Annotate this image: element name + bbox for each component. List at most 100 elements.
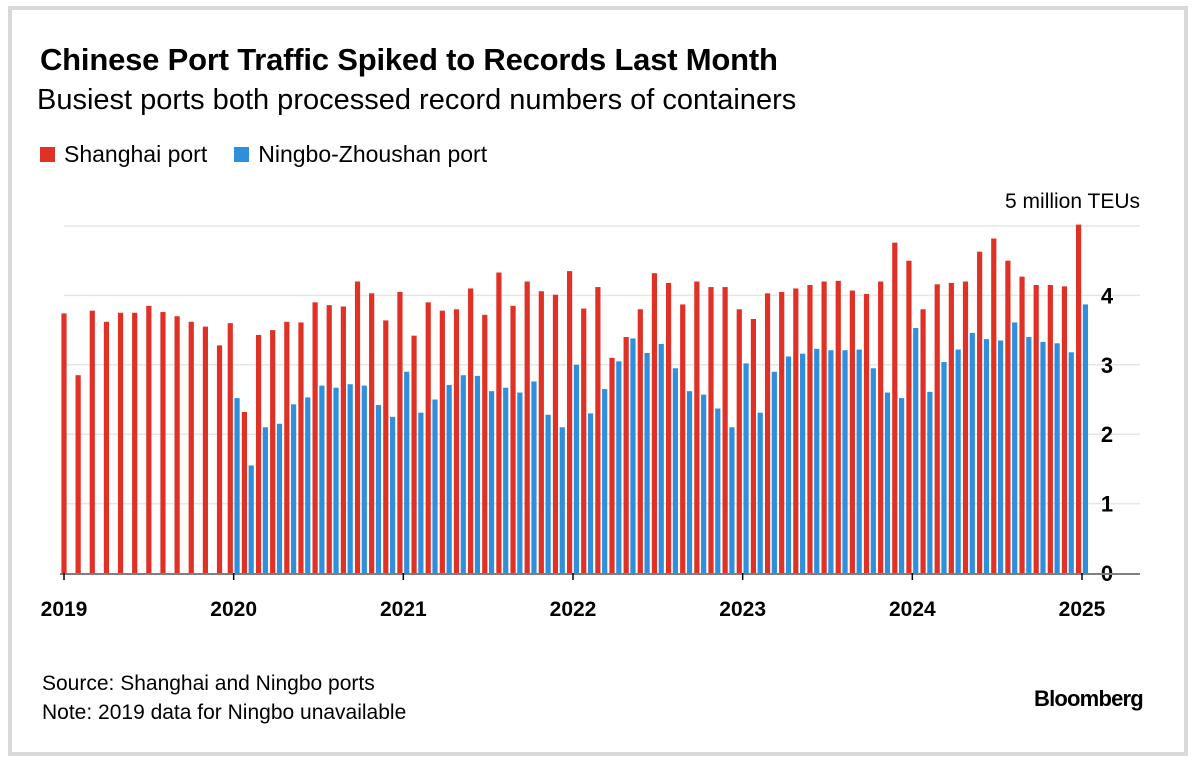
bar-shanghai	[750, 318, 757, 573]
x-tick-label: 2022	[550, 598, 597, 621]
bar-ningbo	[630, 338, 636, 573]
bar-ningbo	[1012, 322, 1018, 573]
bar-ningbo	[234, 398, 240, 573]
bar-ningbo	[856, 349, 862, 573]
bar-shanghai	[920, 309, 926, 573]
bar-shanghai	[117, 312, 124, 573]
bar-ningbo	[305, 397, 311, 573]
bar-shanghai	[892, 242, 898, 573]
bloomberg-logo: Bloomberg	[1034, 686, 1144, 711]
bar-ningbo	[870, 368, 876, 573]
bar-shanghai	[665, 282, 672, 573]
bar-ningbo	[432, 399, 438, 573]
bar-shanghai	[496, 272, 502, 573]
legend-swatch-shanghai	[40, 147, 55, 162]
bar-ningbo	[347, 384, 353, 573]
bar-ningbo	[757, 412, 763, 573]
legend-item-ningbo: Ningbo-Zhoushan port	[234, 141, 487, 168]
bar-shanghai	[160, 312, 166, 573]
x-tick-label: 2021	[380, 598, 427, 621]
bar-shanghai	[609, 357, 615, 573]
bar-ningbo	[983, 339, 990, 573]
bar-shanghai	[1076, 224, 1082, 573]
bar-ningbo	[333, 387, 339, 573]
bar-shanghai	[863, 294, 870, 573]
bar-shanghai	[397, 291, 403, 573]
x-tick-label: 2024	[889, 598, 936, 621]
bar-shanghai	[255, 334, 262, 573]
bar-shanghai	[270, 330, 276, 573]
bar-ningbo	[545, 414, 551, 573]
bar-shanghai	[793, 288, 799, 573]
bar-shanghai	[1033, 284, 1039, 573]
bar-ningbo	[361, 385, 367, 573]
bar-ningbo	[1082, 304, 1088, 573]
bar-ningbo	[616, 361, 622, 573]
y-tick-label: 1	[1101, 492, 1113, 517]
bar-shanghai	[482, 314, 488, 573]
bar-shanghai	[651, 273, 658, 573]
bar-shanghai	[369, 293, 375, 573]
bar-shanghai	[411, 335, 417, 573]
chart-title: Chinese Port Traffic Spiked to Records L…	[40, 42, 778, 77]
data-note: Note: 2019 data for Ningbo unavailable	[42, 701, 407, 724]
bar-shanghai	[538, 291, 544, 573]
bar-shanghai	[623, 337, 629, 573]
bar-ningbo	[771, 371, 777, 573]
x-tick-label: 2019	[41, 598, 88, 621]
bar-ningbo	[488, 391, 495, 573]
bar-shanghai	[354, 281, 361, 573]
bar-ningbo	[729, 427, 735, 573]
bar-shanghai	[146, 305, 152, 573]
bar-ningbo	[1026, 337, 1032, 573]
bar-shanghai	[807, 284, 813, 573]
bar-ningbo	[686, 391, 693, 573]
bar-ningbo	[531, 381, 537, 573]
bar-shanghai	[216, 345, 223, 573]
y-tick-label: 4	[1101, 283, 1114, 308]
bar-shanghai	[637, 309, 643, 573]
bar-shanghai	[383, 320, 389, 573]
bar-shanghai	[736, 309, 742, 573]
bar-shanghai	[132, 312, 138, 573]
bar-ningbo	[913, 328, 919, 573]
bar-shanghai	[878, 281, 884, 573]
bar-ningbo	[319, 385, 325, 573]
bar-ningbo	[1054, 343, 1060, 573]
bar-ningbo	[814, 348, 820, 573]
bar-ningbo	[389, 416, 396, 573]
bar-ningbo	[800, 353, 806, 573]
bar-ningbo	[375, 405, 382, 573]
bar-shanghai	[906, 260, 912, 573]
bar-shanghai	[326, 305, 332, 573]
bar-ningbo	[828, 350, 834, 573]
bar-ningbo	[276, 423, 283, 573]
x-tick-label: 2020	[210, 598, 257, 621]
bar-shanghai	[188, 321, 194, 573]
bar-ningbo	[248, 465, 254, 573]
bar-shanghai	[835, 280, 841, 573]
x-tick-label: 2025	[1059, 598, 1106, 621]
bar-ningbo	[701, 394, 707, 573]
chart-legend: Shanghai port Ningbo-Zhoushan port	[40, 141, 514, 168]
bar-shanghai	[510, 305, 516, 573]
bar-shanghai	[61, 313, 67, 573]
bar-ningbo	[898, 398, 905, 573]
bar-ningbo	[842, 350, 848, 573]
bar-shanghai	[977, 251, 983, 574]
bar-ningbo	[927, 391, 933, 573]
bar-shanghai	[581, 308, 587, 573]
bar-shanghai	[103, 321, 110, 573]
bar-shanghai	[298, 322, 304, 573]
bar-shanghai	[1061, 286, 1068, 573]
bar-ningbo	[573, 364, 579, 573]
bar-shanghai	[174, 316, 180, 573]
bar-ningbo	[884, 392, 891, 573]
bar-ningbo	[672, 368, 678, 573]
y-tick-label: 3	[1101, 353, 1113, 378]
bar-shanghai	[849, 290, 855, 573]
bar-ningbo	[418, 412, 424, 573]
legend-label-shanghai: Shanghai port	[64, 141, 208, 167]
bar-shanghai	[284, 321, 290, 573]
